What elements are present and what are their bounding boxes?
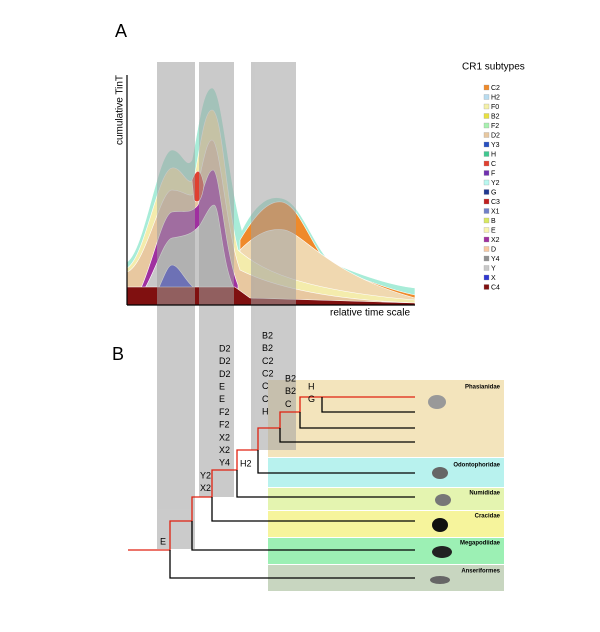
legend-swatch [483, 265, 490, 271]
legend-label: D [491, 246, 496, 253]
event-label: E [219, 381, 225, 391]
event-label: X2 [219, 445, 230, 455]
legend-label: C2 [491, 85, 500, 92]
legend-label: E [491, 227, 496, 234]
clade-label: Megapodiidae [460, 541, 501, 547]
event-label: X2 [200, 483, 211, 493]
event-label: B2 [262, 343, 273, 353]
legend-swatch [483, 141, 490, 148]
legend-label: B2 [491, 113, 500, 120]
event-label: C [285, 399, 292, 409]
legend-swatch [483, 151, 490, 157]
legend-label: X [491, 275, 496, 282]
y-axis-label: cumulative TinT [115, 75, 126, 145]
clade-label: Numididae [469, 491, 500, 497]
event-label: E [160, 536, 166, 546]
legend-label: C3 [491, 199, 500, 206]
legend-swatch [483, 132, 490, 138]
legend-swatch [483, 179, 490, 186]
event-label: C2 [262, 356, 274, 366]
legend-swatch [483, 227, 490, 233]
event-label: F2 [219, 420, 230, 430]
legend-label: G [491, 189, 496, 196]
event-label: X2 [219, 432, 230, 442]
legend-label: F [491, 170, 495, 177]
legend-swatch [483, 198, 490, 205]
legend-swatch [483, 236, 490, 243]
clade-label: Cracidae [475, 514, 501, 520]
legend-label: X2 [491, 237, 500, 244]
legend-label: H [491, 151, 496, 158]
event-label: B2 [262, 330, 273, 340]
clade-boxes [268, 380, 504, 591]
clade-label: Phasianidae [465, 385, 501, 391]
event-label: D2 [219, 343, 231, 353]
legend-label: C [491, 161, 496, 168]
legend-swatch [483, 284, 490, 290]
event-label: D2 [219, 369, 231, 379]
legend-swatch [483, 84, 490, 91]
event-label: E [219, 394, 225, 404]
legend-label: Y3 [491, 142, 500, 149]
legend-label: D2 [491, 132, 500, 139]
event-label: H [262, 407, 269, 417]
legend-swatch [483, 255, 490, 262]
legend-swatch [483, 160, 490, 167]
event-label: H2 [240, 458, 252, 468]
legend-swatch [483, 113, 490, 119]
legend-swatch [483, 122, 490, 129]
legend-label: B [491, 218, 496, 225]
event-label: G [308, 394, 315, 404]
legend-swatch [483, 189, 490, 195]
clade-label: Odontophoridae [453, 463, 500, 469]
legend-swatch [483, 208, 490, 214]
legend-label: C4 [491, 284, 500, 291]
bird-icons [428, 395, 452, 584]
legend-label: Y4 [491, 256, 500, 263]
legend-label: F2 [491, 123, 499, 130]
legend-label: Y [491, 265, 496, 272]
event-label: D2 [219, 356, 231, 366]
event-label: C [262, 394, 269, 404]
event-label: C [262, 381, 269, 391]
legend-title: CR1 subtypes [462, 62, 525, 73]
legend-label: H2 [491, 94, 500, 101]
panel-label: A [115, 21, 127, 41]
legend-swatch [483, 274, 490, 281]
legend-swatch [483, 94, 490, 100]
panel-label: B [112, 344, 124, 364]
legend-swatch [483, 217, 490, 224]
tree [128, 396, 415, 579]
event-label: H [308, 381, 315, 391]
legend-swatch [483, 246, 490, 252]
legend-swatch [483, 103, 490, 110]
legend-swatch [483, 170, 490, 176]
event-label: B2 [285, 373, 296, 383]
event-label: F2 [219, 407, 230, 417]
legend-label: X1 [491, 208, 500, 215]
event-label: Y2 [200, 470, 211, 480]
event-label: Y4 [219, 458, 230, 468]
legend-label: Y2 [491, 180, 500, 187]
legend-label: F0 [491, 104, 499, 111]
clade-label: Anseriformes [461, 569, 500, 575]
event-label: C2 [262, 368, 274, 378]
event-label: B2 [285, 386, 296, 396]
x-axis-label: relative time scale [330, 308, 410, 319]
